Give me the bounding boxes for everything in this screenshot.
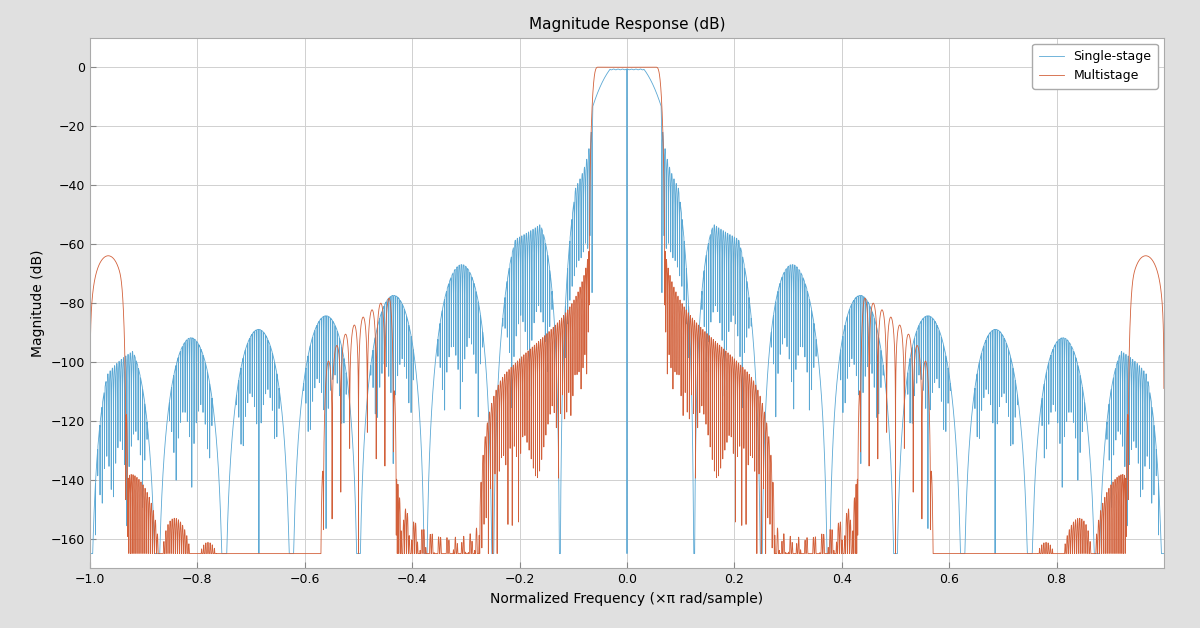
Multistage: [772, 550, 786, 558]
Y-axis label: Magnitude (dB): Magnitude (dB): [31, 249, 46, 357]
Title: Magnitude Response (dB): Magnitude Response (dB): [529, 18, 725, 33]
Single-stage: [944, 389, 959, 396]
Multistage: [739, 426, 754, 433]
Multistage: [1157, 385, 1171, 392]
Multistage: [944, 550, 959, 558]
Single-stage: [1157, 550, 1171, 558]
Single-stage: [83, 550, 97, 558]
Single-stage: [606, 65, 620, 73]
Single-stage: [739, 272, 754, 279]
X-axis label: Normalized Frequency (×π rad/sample): Normalized Frequency (×π rad/sample): [491, 592, 763, 606]
Line: Multistage: Multistage: [90, 67, 1164, 554]
Single-stage: [772, 284, 786, 291]
Multistage: [590, 63, 605, 71]
Line: Single-stage: Single-stage: [90, 69, 1164, 554]
Multistage: [1004, 550, 1019, 558]
Single-stage: [1004, 357, 1019, 364]
Legend: Single-stage, Multistage: Single-stage, Multistage: [1032, 44, 1158, 89]
Multistage: [218, 550, 233, 558]
Single-stage: [218, 550, 233, 558]
Single-stage: [401, 315, 415, 323]
Multistage: [401, 509, 415, 517]
Multistage: [83, 550, 97, 558]
